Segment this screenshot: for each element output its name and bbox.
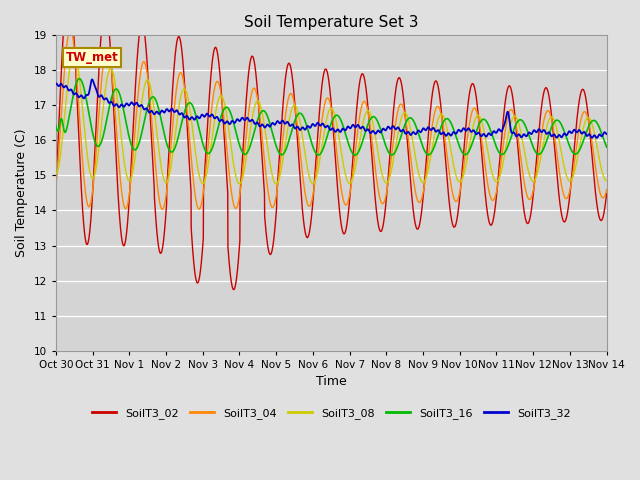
SoilT3_32 xyxy=(115,105,123,110)
SoilT3_08 xyxy=(533,172,541,178)
SoilT3_16 xyxy=(603,144,611,150)
SoilT3_02 xyxy=(592,196,600,202)
X-axis label: Time: Time xyxy=(316,375,347,388)
SoilT3_04 xyxy=(67,27,74,33)
SoilT3_32 xyxy=(287,122,295,128)
Text: TW_met: TW_met xyxy=(66,50,118,63)
SoilT3_32 xyxy=(264,122,271,128)
SoilT3_16 xyxy=(592,119,600,125)
Y-axis label: Soil Temperature (C): Soil Temperature (C) xyxy=(15,129,28,257)
SoilT3_02 xyxy=(230,287,237,292)
SoilT3_08 xyxy=(287,108,295,114)
Line: SoilT3_16: SoilT3_16 xyxy=(56,79,607,155)
SoilT3_04 xyxy=(592,169,600,175)
SoilT3_04 xyxy=(603,187,611,192)
SoilT3_32 xyxy=(88,76,96,82)
SoilT3_16 xyxy=(52,123,60,129)
SoilT3_08 xyxy=(264,143,271,149)
SoilT3_02 xyxy=(287,67,295,73)
SoilT3_16 xyxy=(148,95,156,100)
SoilT3_32 xyxy=(603,131,611,137)
SoilT3_16 xyxy=(264,113,271,119)
SoilT3_08 xyxy=(148,89,156,95)
SoilT3_08 xyxy=(70,50,78,56)
SoilT3_04 xyxy=(52,183,60,189)
SoilT3_04 xyxy=(159,206,166,212)
SoilT3_16 xyxy=(115,89,123,95)
SoilT3_32 xyxy=(52,81,60,86)
SoilT3_16 xyxy=(351,152,359,158)
Title: Soil Temperature Set 3: Soil Temperature Set 3 xyxy=(244,15,419,30)
SoilT3_08 xyxy=(603,178,611,184)
SoilT3_02 xyxy=(264,241,271,247)
SoilT3_02 xyxy=(533,153,541,158)
SoilT3_08 xyxy=(52,171,60,177)
SoilT3_04 xyxy=(264,184,271,190)
Line: SoilT3_32: SoilT3_32 xyxy=(56,79,607,138)
SoilT3_04 xyxy=(287,91,295,96)
SoilT3_32 xyxy=(592,134,600,140)
SoilT3_08 xyxy=(592,139,600,145)
SoilT3_16 xyxy=(76,76,83,82)
Line: SoilT3_08: SoilT3_08 xyxy=(56,53,607,184)
SoilT3_32 xyxy=(593,135,600,141)
SoilT3_32 xyxy=(533,129,541,135)
Line: SoilT3_02: SoilT3_02 xyxy=(56,0,607,289)
SoilT3_04 xyxy=(115,159,123,165)
SoilT3_08 xyxy=(115,111,123,117)
SoilT3_02 xyxy=(603,191,611,196)
SoilT3_16 xyxy=(287,130,295,136)
SoilT3_02 xyxy=(115,204,123,209)
Legend: SoilT3_02, SoilT3_04, SoilT3_08, SoilT3_16, SoilT3_32: SoilT3_02, SoilT3_04, SoilT3_08, SoilT3_… xyxy=(87,404,575,423)
SoilT3_04 xyxy=(148,114,156,120)
SoilT3_04 xyxy=(533,166,541,171)
SoilT3_08 xyxy=(236,181,243,187)
SoilT3_02 xyxy=(52,184,60,190)
SoilT3_32 xyxy=(148,108,156,114)
Line: SoilT3_04: SoilT3_04 xyxy=(56,30,607,209)
SoilT3_02 xyxy=(148,137,156,143)
SoilT3_16 xyxy=(533,151,541,156)
